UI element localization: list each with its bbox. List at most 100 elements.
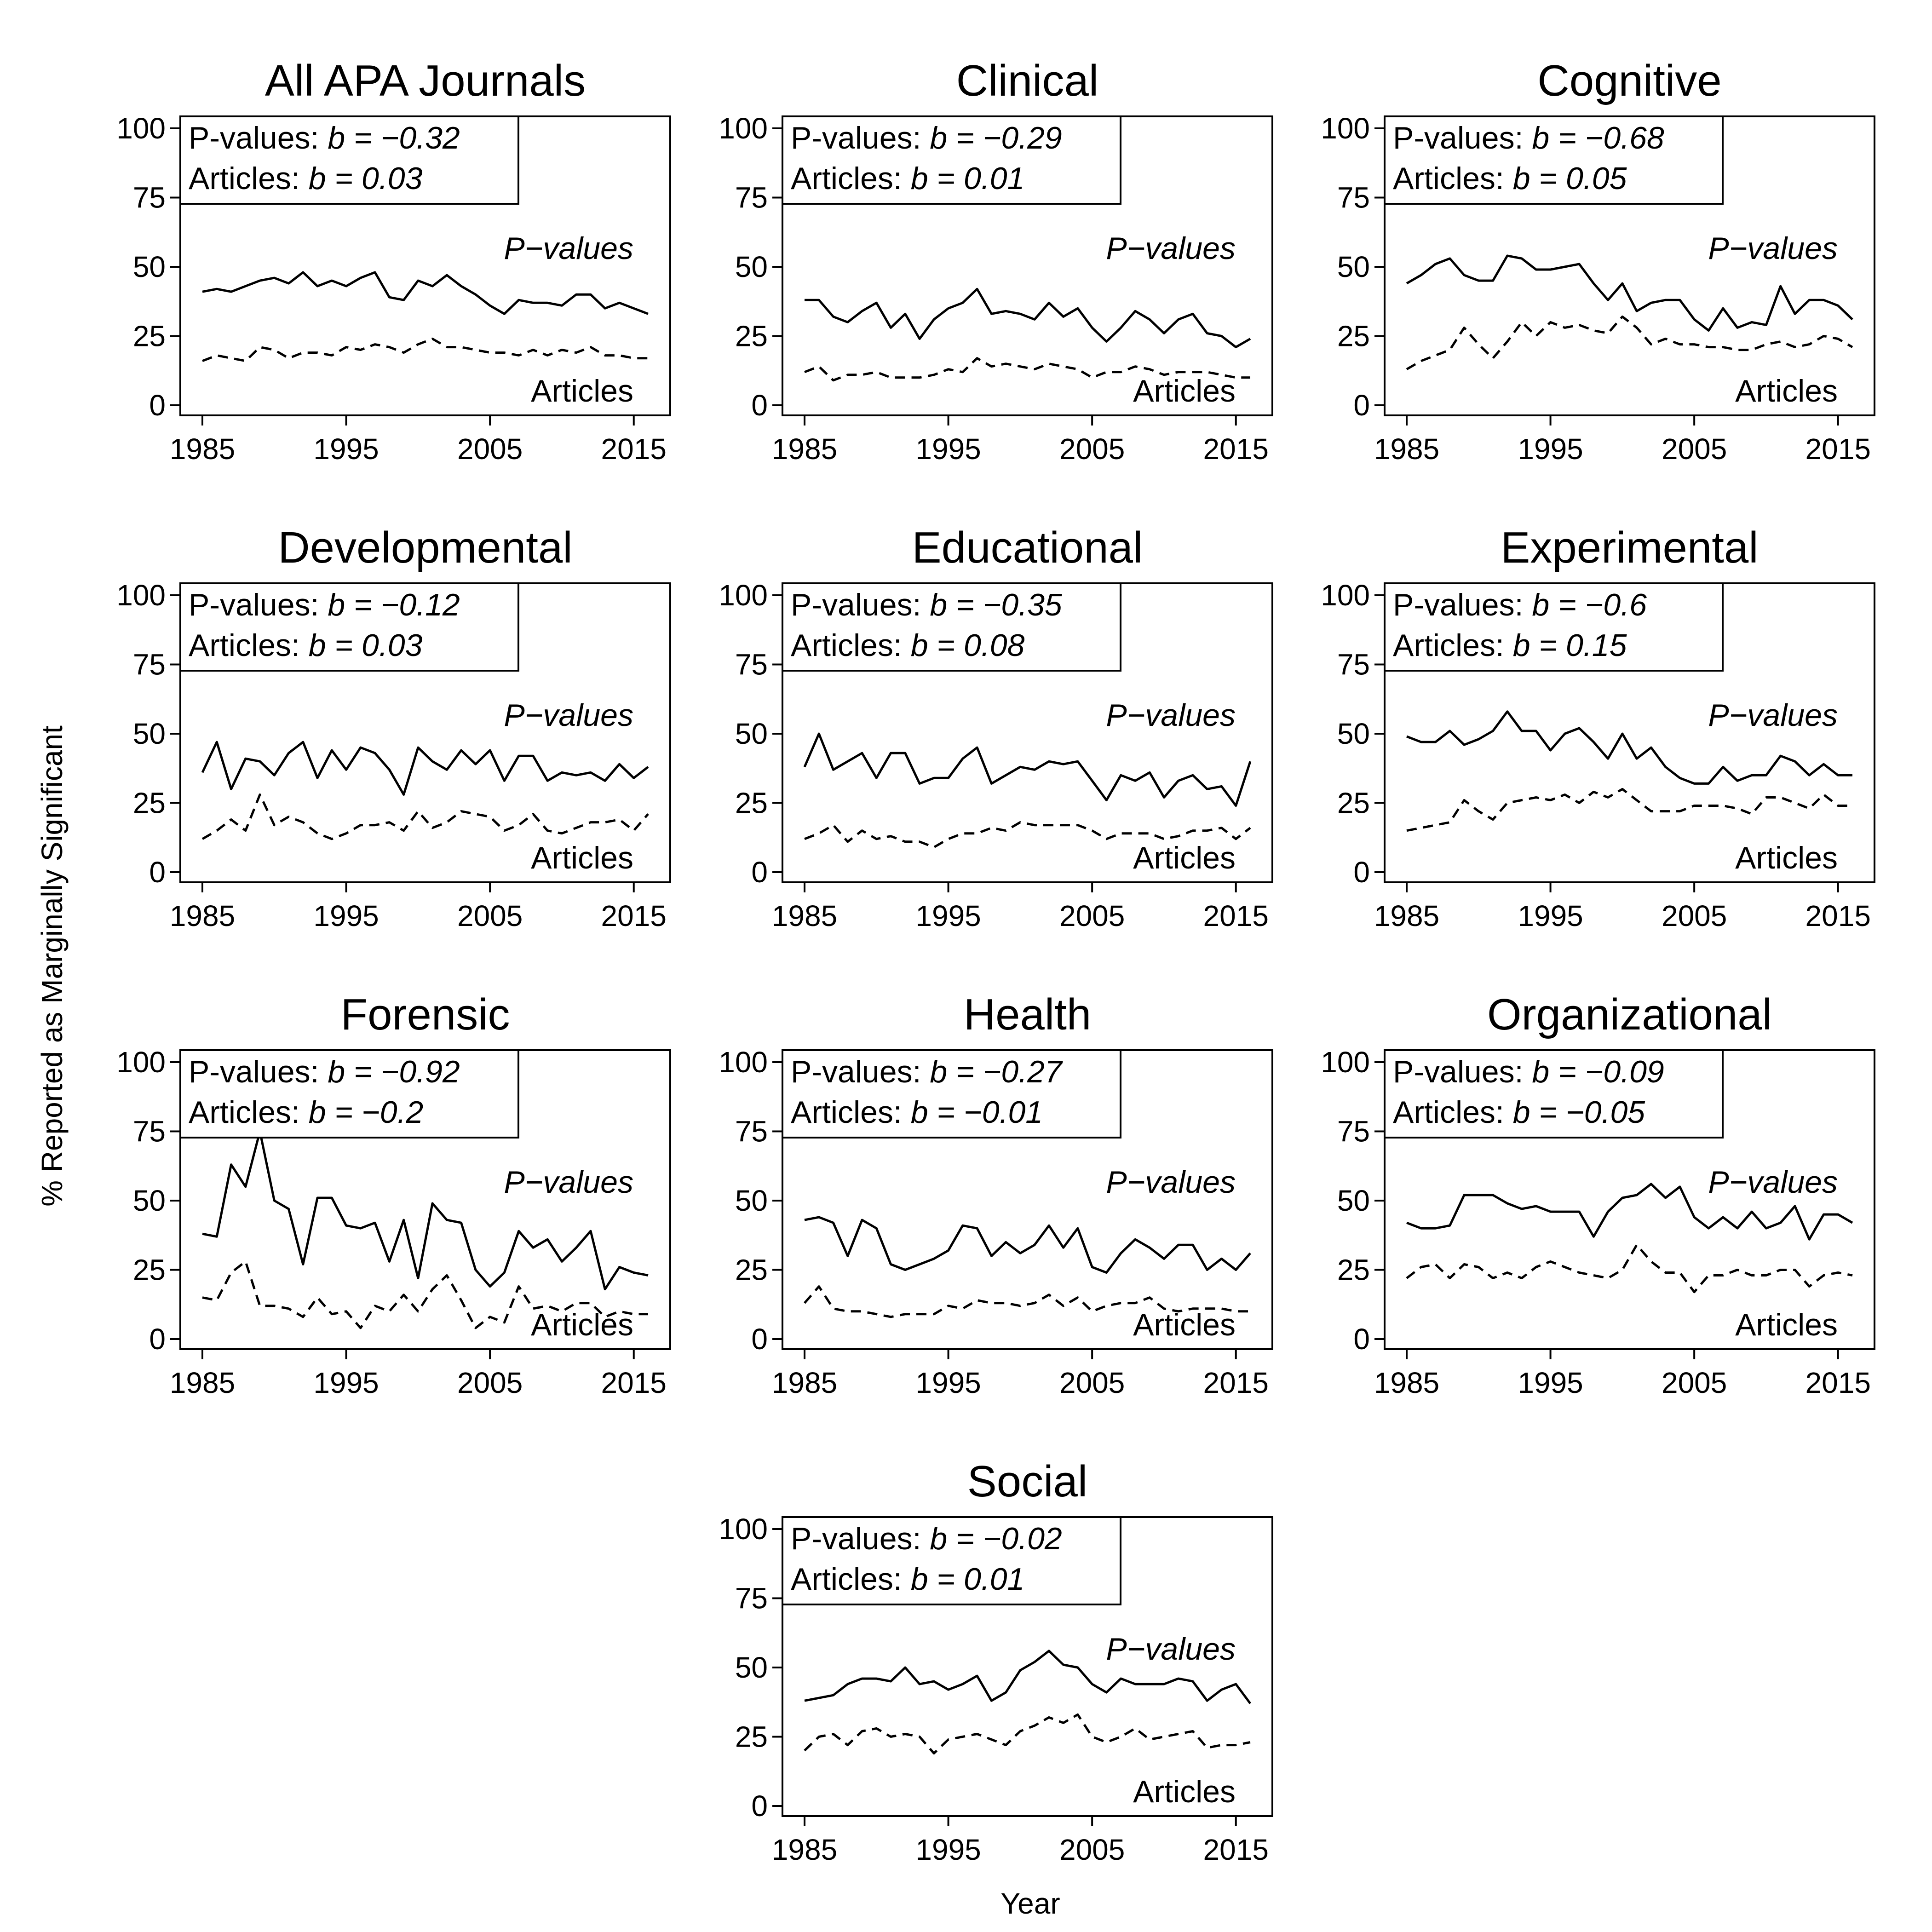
x-tick-label: 2015 <box>1203 432 1269 466</box>
articles-slope-label: Articles: <box>1393 628 1513 663</box>
series-line-articles <box>1406 788 1852 832</box>
x-tick-label: 1985 <box>772 899 837 932</box>
x-tick-label: 1995 <box>1518 899 1583 932</box>
pvalues-slope-label: P-values: <box>189 1054 328 1089</box>
y-tick-label: 25 <box>133 320 166 353</box>
pvalues-slope-label: P-values: <box>791 587 930 622</box>
series-label-articles: Articles <box>531 1307 633 1342</box>
x-tick-label: 2005 <box>1059 1833 1125 1866</box>
articles-slope-value: b = −0.2 <box>309 1095 424 1130</box>
panel-developmental: Developmental 0 25 50 75 100 1985 1995 2005 2015 P… <box>116 523 671 932</box>
pvalues-slope: P-values: b = −0.92 <box>189 1054 460 1089</box>
articles-slope-label: Articles: <box>189 1095 309 1130</box>
slope-annotation-box <box>782 115 1121 205</box>
series-line-pvalues <box>201 741 649 796</box>
panel-cognitive: Cognitive 0 25 50 75 100 1985 1995 2005 2015 P−val… <box>1321 56 1875 466</box>
pvalues-slope-value: b = −0.29 <box>930 121 1062 155</box>
y-tick-label: 75 <box>1337 1115 1370 1148</box>
pvalues-slope: P-values: b = −0.35 <box>791 587 1062 622</box>
x-tick-label: 2005 <box>1059 899 1125 932</box>
series-line-articles <box>804 821 1251 849</box>
y-tick-label: 100 <box>1321 579 1370 612</box>
series-label-articles: Articles <box>1735 840 1838 875</box>
pvalues-slope-value: b = −0.02 <box>930 1521 1062 1556</box>
pvalues-slope-label: P-values: <box>1393 587 1532 622</box>
x-tick-label: 2005 <box>1662 1366 1727 1399</box>
series-label-articles: Articles <box>1735 1307 1838 1342</box>
series-line-pvalues <box>202 271 649 315</box>
y-tick-label: 100 <box>719 1046 768 1079</box>
y-tick-label: 100 <box>116 1046 166 1079</box>
x-tick-label: 2005 <box>1059 432 1125 466</box>
slope-annotation-box <box>1384 1049 1724 1138</box>
y-tick-label: 75 <box>133 181 166 214</box>
y-tick-label: 50 <box>1337 250 1370 283</box>
y-tick-label: 0 <box>149 389 166 422</box>
series-label-articles: Articles <box>1133 374 1236 408</box>
articles-slope: Articles: b = −0.01 <box>791 1095 1043 1130</box>
slope-annotation-box <box>179 115 519 205</box>
articles-slope-label: Articles: <box>791 628 911 663</box>
y-tick-label: 50 <box>1337 717 1370 750</box>
y-tick-label: 100 <box>1321 112 1370 145</box>
series-line-articles <box>202 1260 648 1329</box>
series-line-pvalues <box>805 288 1251 349</box>
x-tick-label: 1995 <box>915 899 981 932</box>
y-tick-label: 50 <box>133 250 166 283</box>
y-tick-label: 75 <box>735 648 768 681</box>
panel-title: Forensic <box>340 990 510 1039</box>
pvalues-slope-value: b = −0.68 <box>1532 121 1664 155</box>
series-label-pvalues-text: P−values <box>1106 1632 1236 1667</box>
series-line-articles <box>202 338 648 362</box>
panel-title: Developmental <box>278 523 572 572</box>
x-tick-label: 1985 <box>1374 899 1439 932</box>
panel-all-apa-journals: All APA Journals 0 25 50 75 100 1985 1995 2005 20… <box>116 56 671 466</box>
series-label-articles: Articles <box>1133 1774 1236 1809</box>
x-tick-label: 1995 <box>313 1366 379 1399</box>
panel-forensic: Forensic 0 25 50 75 100 1985 1995 2005 2015 P−valu… <box>116 990 671 1399</box>
pvalues-slope-value: b = −0.09 <box>1532 1054 1664 1089</box>
series-label-pvalues: P−values <box>1708 1165 1838 1200</box>
pvalues-slope-label: P-values: <box>189 587 328 622</box>
x-tick-label: 2005 <box>457 432 523 466</box>
pvalues-slope-value: b = −0.35 <box>930 587 1062 622</box>
y-tick-label: 100 <box>116 579 166 612</box>
series-line-pvalues <box>1406 254 1853 332</box>
articles-slope-label: Articles: <box>791 1095 911 1130</box>
y-tick-label: 75 <box>735 1582 768 1615</box>
articles-slope: Articles: b = 0.08 <box>791 628 1025 663</box>
y-tick-label: 75 <box>735 1115 768 1148</box>
series-label-pvalues: P−values <box>504 1165 633 1200</box>
slope-annotation-box <box>179 582 519 672</box>
series-line-pvalues <box>202 1130 649 1291</box>
y-tick-label: 0 <box>751 389 768 422</box>
x-tick-label: 2005 <box>457 1366 523 1399</box>
series-line-articles <box>804 357 1250 382</box>
panel-title: Experimental <box>1501 523 1758 572</box>
pvalues-slope-label: P-values: <box>791 1054 930 1089</box>
pvalues-slope-value: b = −0.6 <box>1532 587 1647 622</box>
y-tick-label: 0 <box>1353 1322 1370 1356</box>
y-tick-label: 75 <box>1337 648 1370 681</box>
x-tick-label: 1985 <box>1374 1366 1439 1399</box>
y-tick-label: 0 <box>751 1322 768 1356</box>
y-tick-label: 25 <box>735 320 768 353</box>
series-label-pvalues-text: P−values <box>504 698 633 733</box>
y-tick-label: 50 <box>735 1651 768 1684</box>
y-tick-label: 25 <box>735 787 768 820</box>
y-tick-label: 50 <box>735 250 768 283</box>
x-tick-label: 2015 <box>1203 1833 1269 1866</box>
x-tick-label: 1995 <box>313 899 379 932</box>
x-tick-label: 2005 <box>457 899 523 932</box>
y-tick-label: 25 <box>1337 1254 1370 1287</box>
y-tick-label: 100 <box>116 112 166 145</box>
slope-annotation-box <box>1384 115 1724 205</box>
series-label-pvalues-text: P−values <box>504 1165 633 1200</box>
articles-slope-label: Articles: <box>189 161 309 196</box>
pvalues-slope: P-values: b = −0.02 <box>791 1521 1062 1556</box>
x-tick-label: 2015 <box>1203 1366 1269 1399</box>
x-tick-label: 1985 <box>170 1366 235 1399</box>
x-tick-label: 2015 <box>1806 899 1871 932</box>
y-tick-label: 25 <box>1337 787 1370 820</box>
